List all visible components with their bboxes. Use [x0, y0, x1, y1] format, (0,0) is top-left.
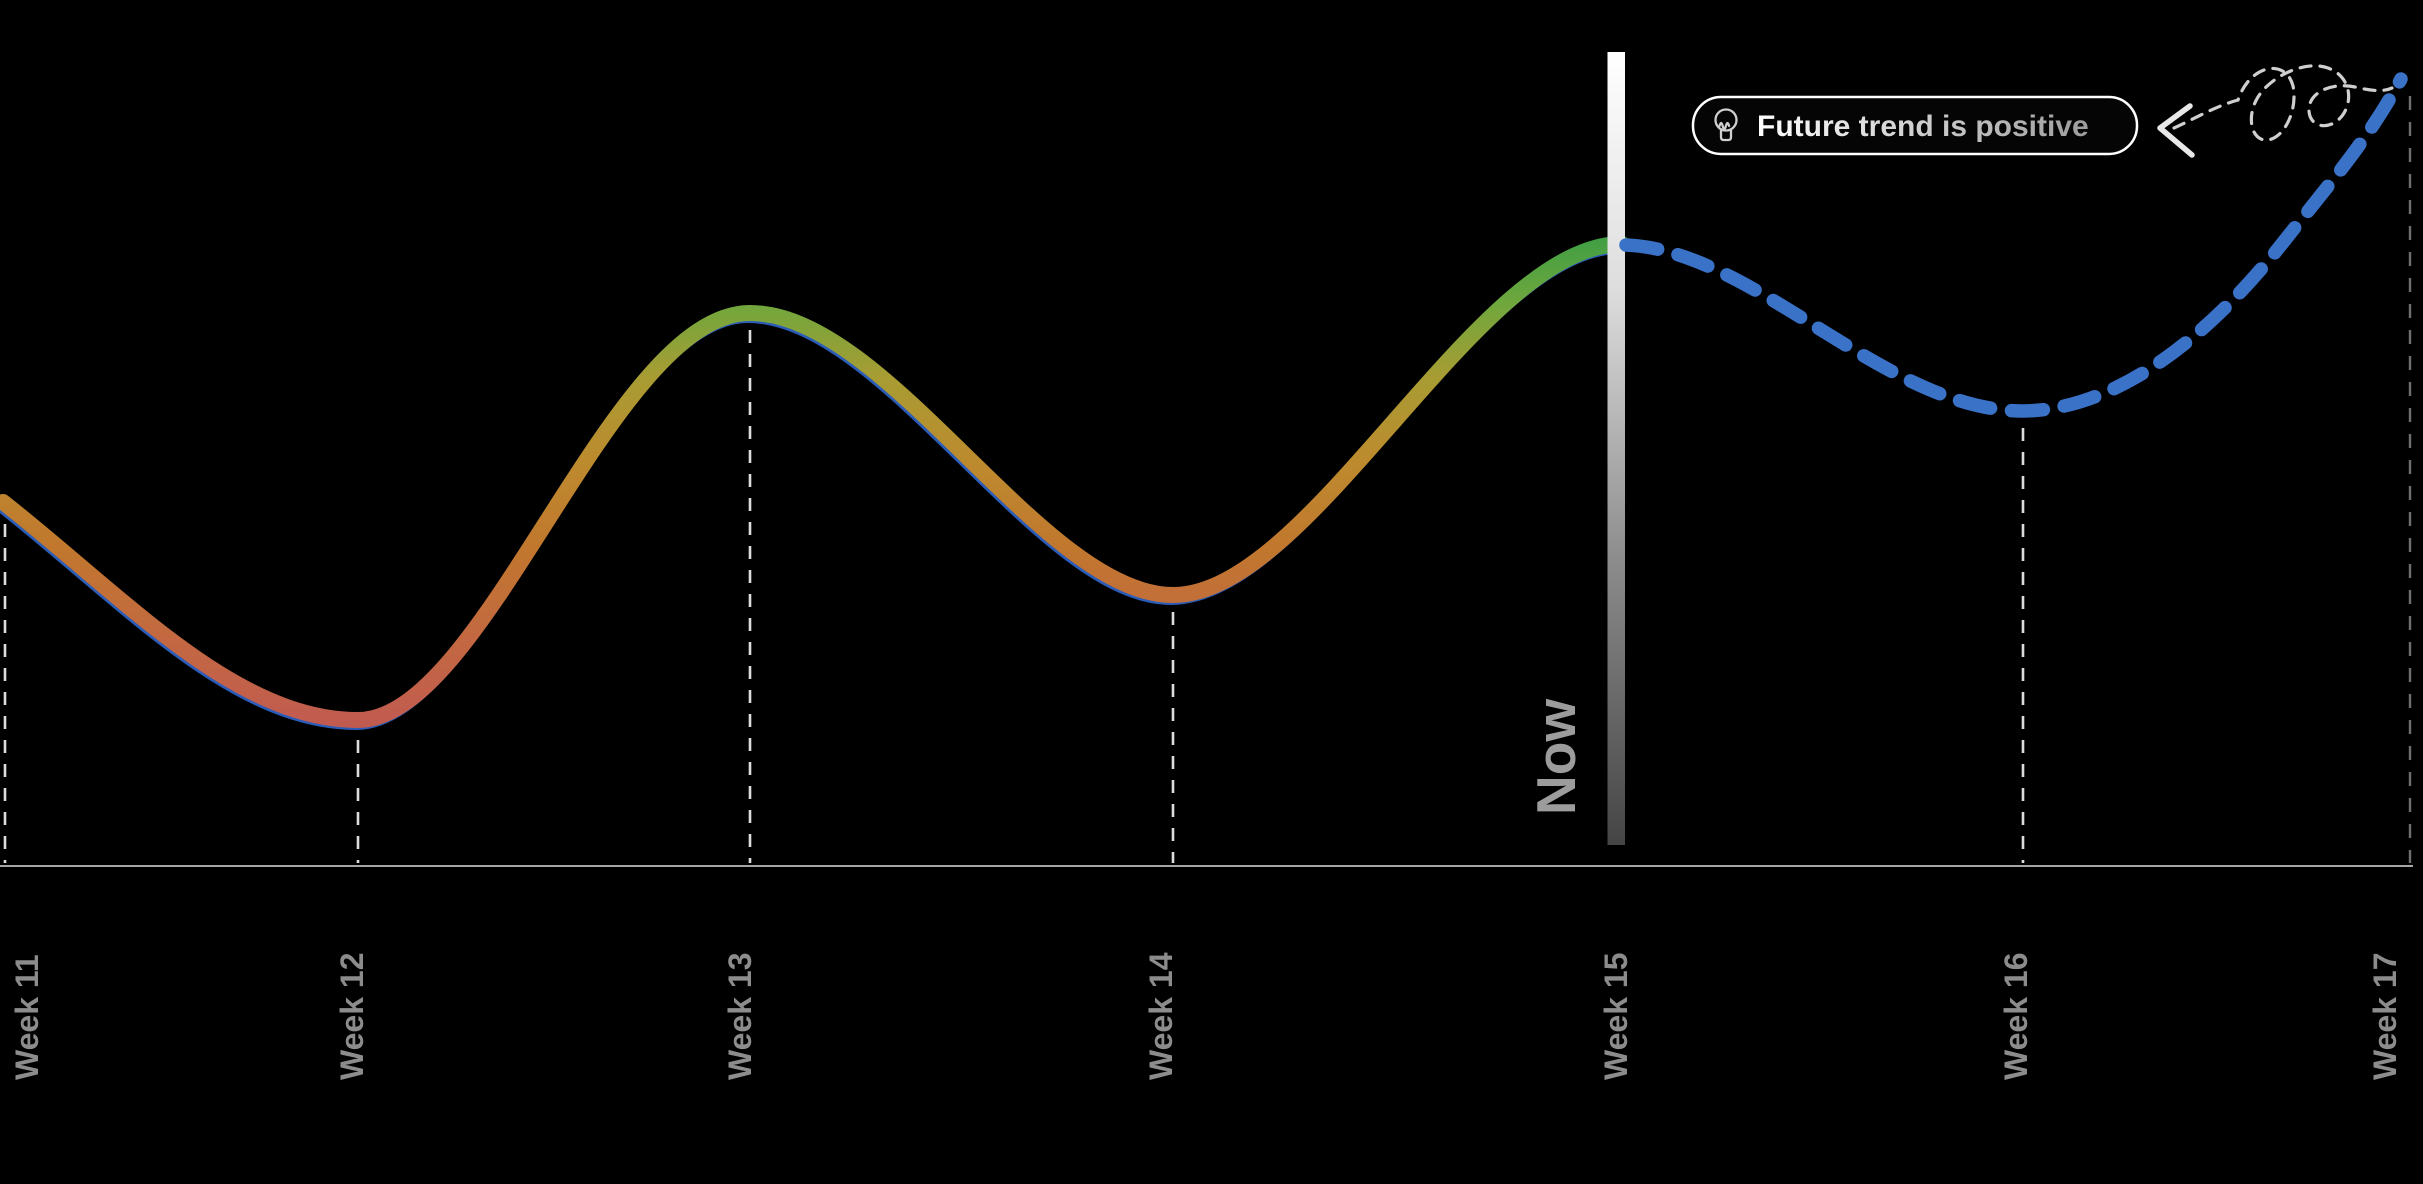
x-axis-label-week-12: Week 12	[334, 953, 370, 1081]
x-axis-label-week-11: Week 11	[9, 954, 45, 1080]
squiggle-arrow	[2172, 64, 2394, 142]
x-axis-label-week-13: Week 13	[722, 953, 758, 1081]
guide-lines	[3, 96, 2412, 863]
actual-curve	[0, 236, 1630, 729]
x-axis-label-week-14: Week 14	[1143, 952, 1179, 1080]
x-axis-label-week-17: Week 17	[2367, 953, 2403, 1081]
actual-curve-underlay	[0, 239, 1628, 731]
callout-chip: Future trend is positive	[1691, 95, 2139, 156]
lightbulb-icon	[1714, 108, 1738, 142]
x-axis-label-week-15: Week 15	[1598, 953, 1634, 1081]
forecast-curve	[1619, 72, 2408, 418]
x-axis-labels: Week 11 Week 12 Week 13 Week 14 Week 15 …	[9, 952, 2403, 1080]
x-axis-label-week-16: Week 16	[1998, 953, 2034, 1081]
callout-text: Future trend is positive	[1757, 110, 2089, 143]
now-marker-bar	[1607, 52, 1625, 845]
now-label: Now	[1525, 699, 1587, 815]
squiggle-arrowhead	[2157, 103, 2195, 158]
